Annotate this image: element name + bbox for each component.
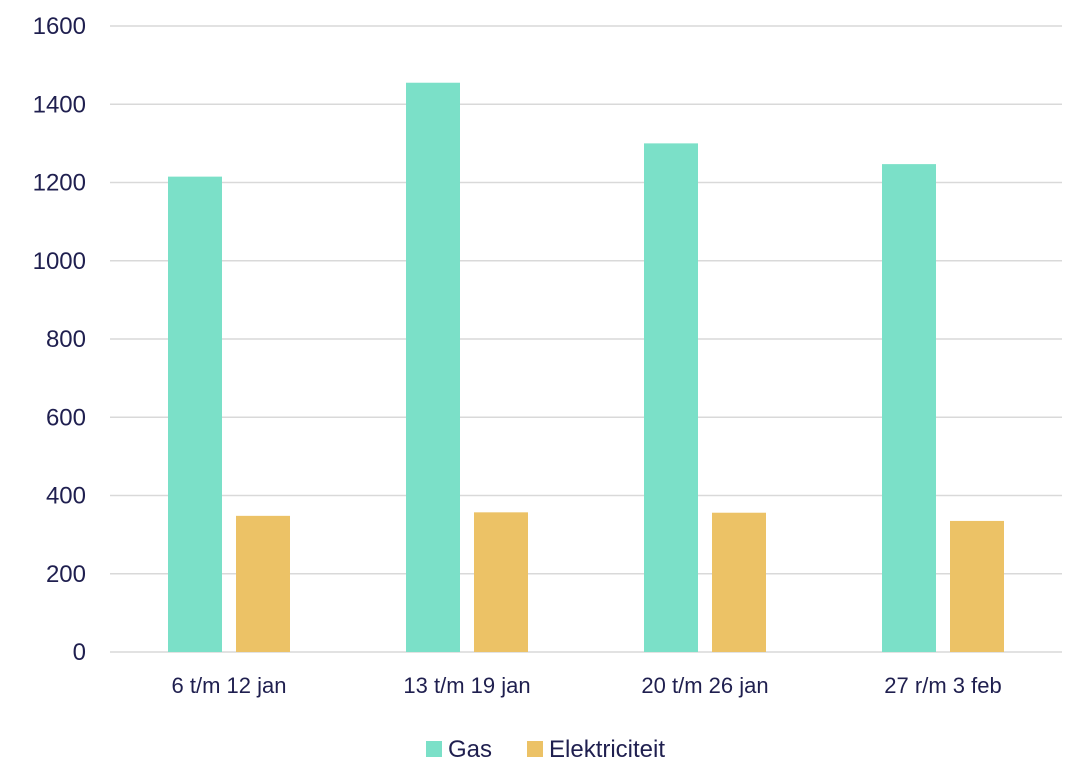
bar-gas	[882, 164, 936, 652]
y-tick-label: 800	[46, 326, 86, 353]
x-category-label: 6 t/m 12 jan	[172, 673, 287, 698]
x-axis-categories: 6 t/m 12 jan 13 t/m 19 jan 20 t/m 26 jan 27…	[172, 673, 1002, 698]
bar-elektriciteit	[474, 512, 528, 652]
legend-label: Elektriciteit	[549, 736, 665, 761]
legend-swatch-elektriciteit	[527, 741, 543, 757]
x-category-label: 27 r/m 3 feb	[884, 673, 1001, 698]
legend-swatch-gas	[426, 741, 442, 757]
legend: Gas Elektriciteit	[426, 736, 665, 761]
y-axis-ticks: 0 200 400 600 800 1000 1200 1400 1600	[33, 13, 86, 666]
y-tick-label: 600	[46, 404, 86, 431]
y-tick-label: 1200	[33, 170, 86, 197]
bars	[168, 82, 1004, 652]
bar-elektriciteit	[236, 515, 290, 652]
bar-gas	[168, 176, 222, 652]
y-tick-label: 200	[46, 561, 86, 588]
bar-gas	[406, 82, 460, 652]
y-tick-label: 1400	[33, 91, 86, 118]
x-category-label: 20 t/m 26 jan	[641, 673, 768, 698]
bar-gas	[644, 143, 698, 652]
x-category-label: 13 t/m 19 jan	[403, 673, 530, 698]
y-tick-label: 1000	[33, 248, 86, 275]
legend-label: Gas	[448, 736, 492, 761]
bar-elektriciteit	[950, 520, 1004, 652]
y-tick-label: 0	[73, 639, 86, 666]
bar-elektriciteit	[712, 512, 766, 652]
y-tick-label: 400	[46, 483, 86, 510]
y-tick-label: 1600	[33, 13, 86, 40]
